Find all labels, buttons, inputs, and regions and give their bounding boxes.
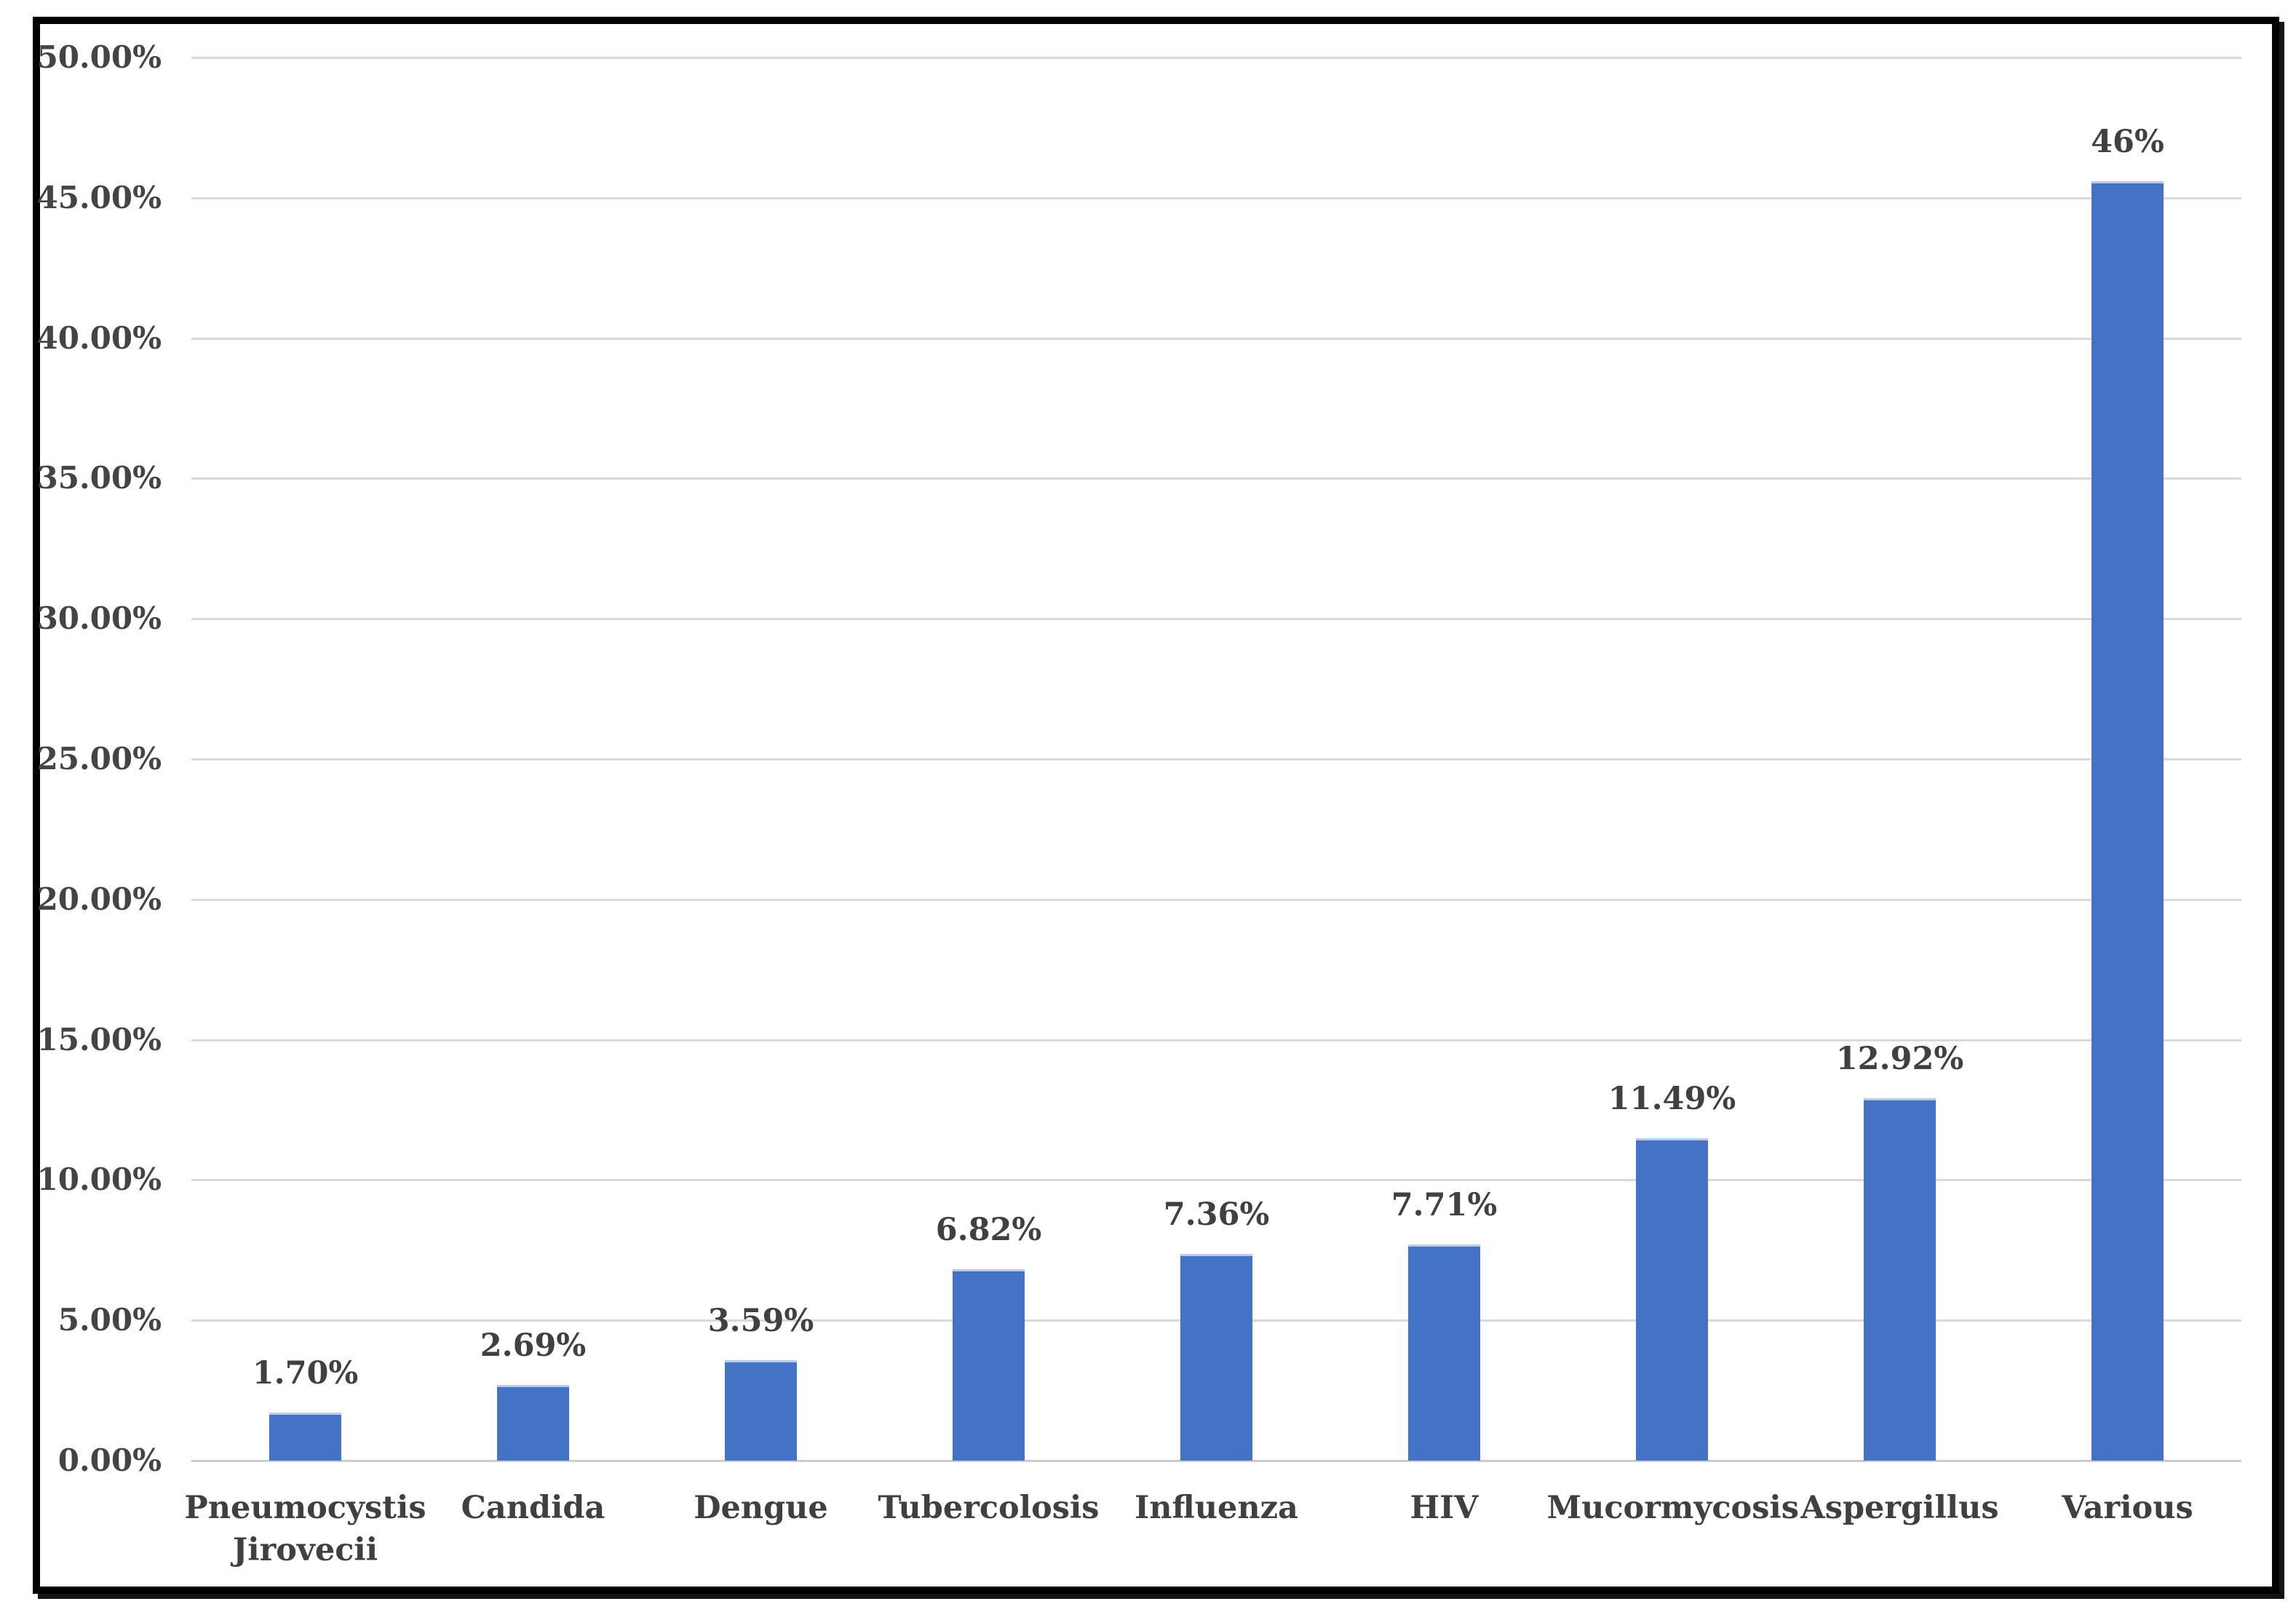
bar	[2092, 180, 2164, 1461]
bar	[1180, 1254, 1252, 1461]
bar-value-label: 6.82%	[935, 1212, 1042, 1249]
y-axis-tick-label: 40.00%	[36, 319, 162, 356]
bar	[953, 1269, 1025, 1461]
bar-value-label: 1.70%	[252, 1355, 359, 1392]
category-label: Influenza	[1135, 1490, 1298, 1526]
bar-value-label: 11.49%	[1608, 1080, 1736, 1117]
y-axis-tick-label: 20.00%	[36, 881, 162, 917]
bar	[1636, 1137, 1708, 1461]
y-axis-tick-label: 5.00%	[57, 1302, 162, 1338]
bar-value-label: 7.36%	[1163, 1196, 1270, 1234]
gridline	[191, 57, 2241, 59]
bar-value-label: 3.59%	[707, 1302, 814, 1339]
y-axis-tick-label: 30.00%	[36, 600, 162, 637]
y-axis-tick-label: 45.00%	[36, 179, 162, 215]
y-axis-tick-label: 15.00%	[36, 1021, 162, 1057]
bar	[269, 1413, 341, 1461]
category-label: Tubercolosis	[878, 1490, 1100, 1526]
gridline	[191, 196, 2241, 199]
gridline	[191, 618, 2241, 621]
bar-value-label: 12.92%	[1835, 1040, 1964, 1077]
gridline	[191, 758, 2241, 761]
chart-frame: 0.00% 5.00% 10.00% 15.00% 20.00% 25.00% 30.00%…	[33, 17, 2279, 1594]
category-label: Aspergillus	[1800, 1490, 1999, 1526]
gridline	[191, 1179, 2241, 1182]
bar-value-label: 7.71%	[1391, 1186, 1498, 1223]
y-axis-tick-label: 10.00%	[36, 1162, 162, 1198]
bar-value-label: 2.69%	[480, 1327, 587, 1365]
y-axis-tick-label: 50.00%	[36, 39, 162, 75]
category-label: Mucormycosis	[1546, 1490, 1799, 1526]
category-label: HIV	[1410, 1490, 1479, 1526]
category-label: Various	[2062, 1490, 2193, 1526]
gridline	[191, 337, 2241, 340]
bar	[725, 1359, 797, 1461]
gridline	[191, 477, 2241, 480]
x-axis-line	[191, 1460, 2241, 1462]
category-label: Pneumocystis Jirovecii	[184, 1490, 426, 1568]
y-axis-tick-label: 35.00%	[36, 460, 162, 496]
bar	[1864, 1097, 1936, 1461]
gridline	[191, 898, 2241, 901]
y-axis-tick-label: 0.00%	[57, 1442, 162, 1478]
bar	[497, 1385, 569, 1461]
category-label: Candida	[461, 1490, 605, 1526]
bar	[1408, 1244, 1480, 1461]
category-label: Dengue	[694, 1490, 828, 1526]
gridline	[191, 1039, 2241, 1041]
bar-value-label: 46%	[2091, 123, 2164, 160]
y-axis-tick-label: 25.00%	[36, 741, 162, 777]
